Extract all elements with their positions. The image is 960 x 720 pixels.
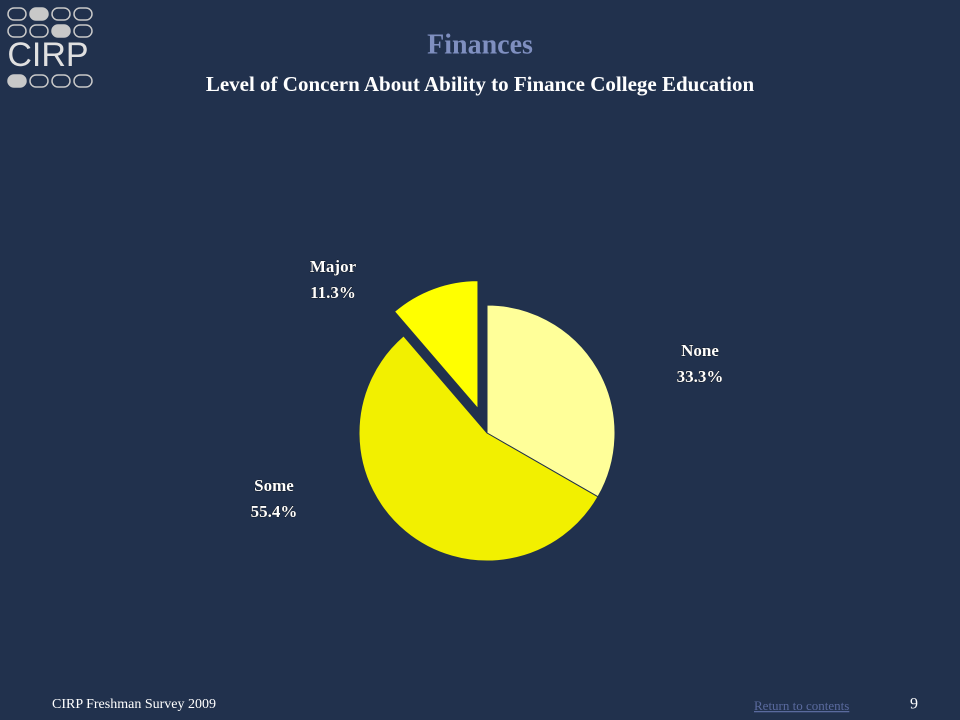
logo bbox=[7, 7, 93, 88]
slice-label: Major bbox=[310, 257, 357, 276]
logo-text: CIRP bbox=[7, 36, 88, 74]
footer-source: CIRP Freshman Survey 2009 bbox=[52, 697, 216, 712]
slice-label: None bbox=[681, 341, 719, 360]
chart-subtitle: Level of Concern About Ability to Financ… bbox=[206, 72, 755, 96]
page-number: 9 bbox=[910, 696, 918, 713]
pie-slice bbox=[486, 304, 616, 498]
slice-label: Some bbox=[254, 476, 294, 495]
chart-title: Finances bbox=[427, 29, 533, 60]
return-link[interactable]: Return to contents bbox=[754, 698, 849, 713]
pie: None 33.3% Some 55.4% Major 11.3% bbox=[250, 257, 724, 562]
pie-slice bbox=[393, 280, 479, 410]
slice-value-label: 55.4% bbox=[251, 502, 298, 521]
pie-slice bbox=[358, 335, 599, 562]
slice-value-label: 11.3% bbox=[310, 283, 356, 302]
slice-value-label: 33.3% bbox=[677, 367, 724, 386]
